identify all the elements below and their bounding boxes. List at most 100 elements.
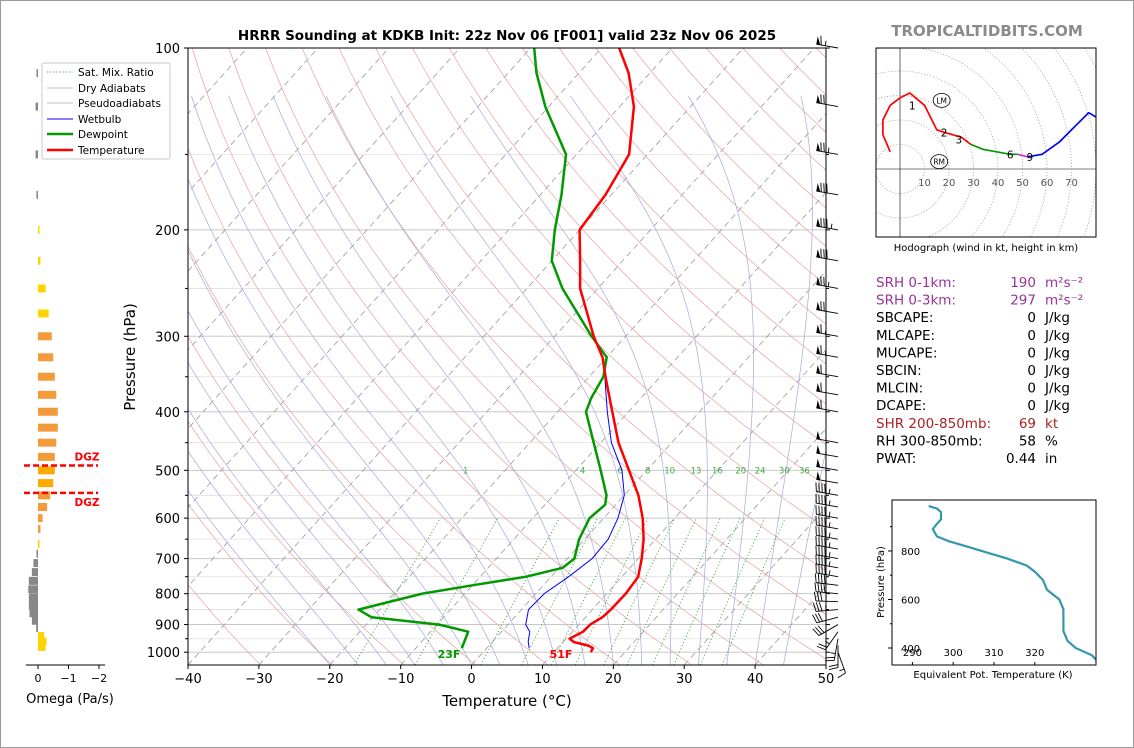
index-unit: in — [1045, 451, 1057, 467]
legend-label-pseudo: Pseudoadiabats — [78, 98, 161, 110]
index-row: MLCIN: 0 J/kg — [876, 381, 1070, 397]
wind-barb-flag — [816, 430, 821, 440]
wind-barb — [816, 182, 839, 196]
wind-barb-staff — [816, 102, 839, 107]
hodograph-segment — [970, 143, 1018, 156]
dry-adiabat — [188, 147, 621, 665]
isotherm-line — [188, 48, 390, 272]
y-tick-label: 300 — [155, 330, 180, 345]
legend: Sat. Mix. Ratio Dry Adiabats Pseudoadiab… — [41, 62, 171, 160]
wind-barb-feather — [812, 602, 817, 612]
legend-label-dry: Dry Adiabats — [78, 83, 146, 95]
index-row: SRH 0-3km: 297 m²s⁻² — [876, 293, 1083, 309]
omega-bar — [38, 637, 47, 646]
wind-barb-feather — [812, 628, 820, 636]
isotherm-line — [188, 48, 531, 430]
wind-barb-feather — [818, 602, 823, 612]
wind-barb-feather — [814, 626, 822, 635]
isotherm-line — [471, 270, 826, 665]
index-unit: J/kg — [1044, 310, 1070, 326]
dry-adiabat — [558, 48, 826, 325]
wind-barb — [816, 276, 839, 289]
wind-barb — [816, 248, 839, 262]
x-tick-label: −30 — [245, 672, 272, 687]
hodograph-ring-label: 20 — [943, 178, 956, 189]
wind-barb — [814, 582, 839, 595]
dry-adiabat — [301, 48, 826, 615]
wind-barbs — [812, 35, 846, 679]
wind-barb — [815, 536, 839, 550]
hodograph-height-label: 3 — [955, 135, 962, 147]
index-value: 58 — [1019, 433, 1036, 449]
wind-barb-staff — [833, 638, 839, 661]
y-axis-label: Pressure (hPa) — [121, 303, 139, 411]
y-tick-label: 400 — [155, 406, 180, 421]
wind-barb-half-feather — [828, 511, 831, 517]
y-tick-label: 600 — [155, 512, 180, 527]
legend-label-temperature: Temperature — [77, 145, 145, 157]
surface-dewpoint-label: 23F — [438, 648, 461, 661]
wind-barb-staff — [816, 309, 839, 314]
index-name: SRH 0-3km: — [876, 293, 956, 309]
wind-barb-flag — [816, 301, 821, 311]
wind-barb-feather — [817, 612, 823, 622]
wind-barb-staff — [816, 452, 839, 458]
hodograph-ring-label: 60 — [1041, 178, 1054, 189]
skewt-axes-frame — [187, 47, 827, 666]
wind-barb — [816, 471, 839, 484]
moist-adiabat — [390, 95, 643, 665]
index-name: SBCAPE: — [876, 310, 933, 326]
wind-barb-half-feather — [828, 532, 831, 538]
dry-adiabat — [188, 245, 549, 665]
wind-barb-feather — [816, 591, 820, 602]
wind-barb-half-feather — [830, 223, 833, 229]
storm-motion-marker — [930, 154, 949, 170]
mixing-ratio-line — [721, 518, 786, 665]
wind-barb-staff — [815, 600, 839, 603]
wind-barb — [815, 515, 839, 530]
wind-barb — [824, 638, 839, 662]
wind-barb-half-feather — [824, 40, 827, 46]
moist-adiabat — [272, 95, 586, 665]
index-value: 0 — [1027, 398, 1036, 414]
isotherm-line — [188, 48, 602, 509]
moist-adiabat — [228, 95, 557, 665]
omega-axis-label: Omega (Pa/s) — [26, 692, 114, 707]
x-tick-label: 20 — [605, 672, 622, 687]
omega-bar — [38, 332, 52, 341]
index-name: SHR 200-850mb: — [876, 416, 991, 432]
mixing-ratio-line — [480, 517, 560, 665]
wind-barb — [816, 382, 839, 396]
legend-label-mixing: Sat. Mix. Ratio — [78, 67, 154, 79]
wind-barb — [816, 364, 839, 378]
wind-barb-staff — [816, 478, 839, 484]
hodograph-height-label: 9 — [1027, 152, 1034, 164]
theta-e-frame — [891, 499, 1097, 666]
wind-barb-staff — [816, 513, 839, 519]
storm-motion-label: LM — [936, 96, 947, 105]
wind-barb — [816, 345, 839, 358]
wind-barb-flag — [816, 324, 821, 334]
wind-barb-staff — [816, 332, 839, 337]
wind-barb-feather — [817, 625, 825, 633]
index-row: RH 300-850mb: 58% — [876, 433, 1058, 449]
dry-adiabat — [188, 583, 261, 665]
wind-barb-flag — [816, 94, 821, 104]
wind-barb — [816, 142, 839, 155]
wind-barb — [813, 591, 839, 603]
index-unit: m²s⁻² — [1045, 275, 1083, 291]
x-tick-label: 40 — [747, 672, 764, 687]
mixing-ratio-label: 13 — [691, 467, 702, 477]
mixing-ratio-line — [673, 518, 741, 665]
wind-barb-flag — [816, 276, 821, 286]
wind-barb-staff — [816, 284, 839, 289]
mixing-ratio-label: 30 — [779, 467, 790, 477]
theta-e-x-tick-label: 310 — [984, 648, 1003, 659]
mixing-ratio-label: 6 — [618, 467, 623, 477]
storm-motion-label: RM — [933, 158, 945, 167]
wind-barb — [816, 631, 839, 651]
wind-barb — [815, 505, 839, 519]
omega-bar — [38, 502, 48, 511]
x-tick-label: 50 — [818, 672, 835, 687]
